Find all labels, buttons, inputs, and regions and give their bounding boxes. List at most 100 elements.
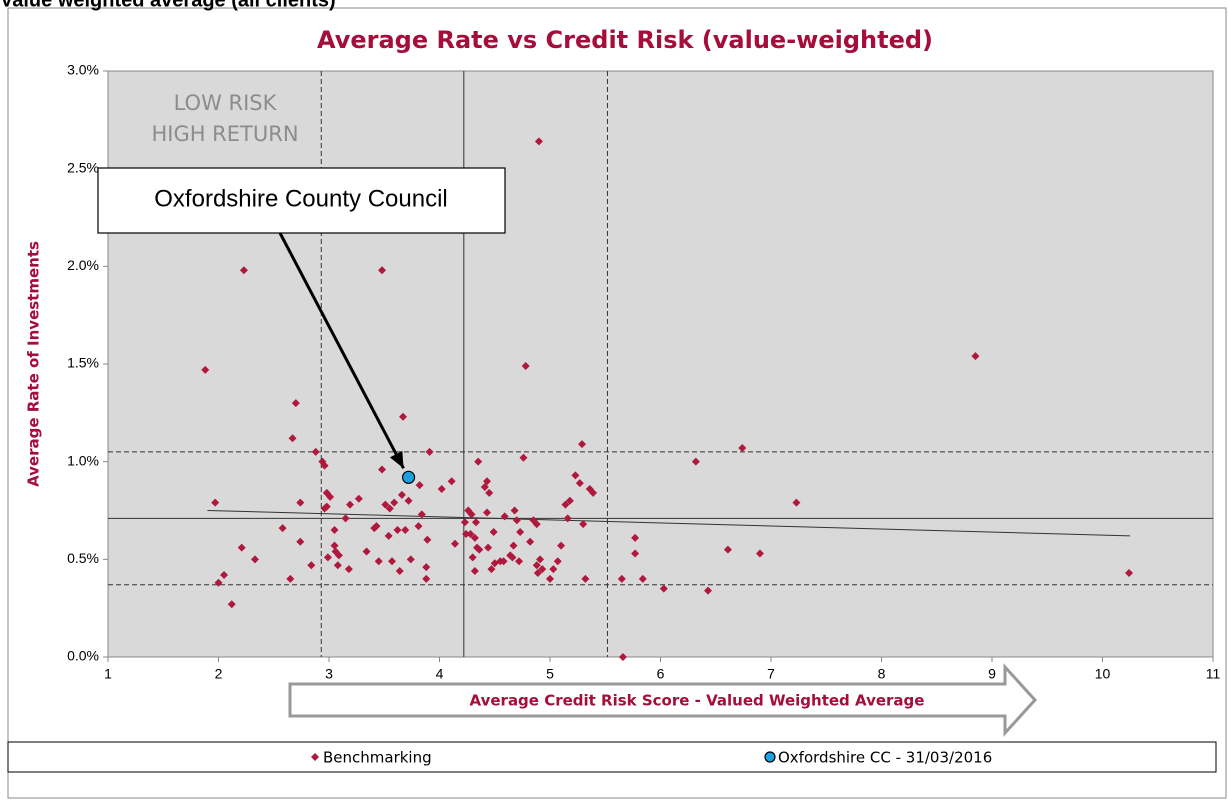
- point: [532, 561, 541, 570]
- point: [618, 653, 627, 661]
- point: [631, 533, 640, 542]
- point: [397, 490, 406, 499]
- point: [278, 524, 287, 533]
- point: [691, 457, 700, 466]
- point: [553, 557, 562, 566]
- point: [334, 551, 343, 560]
- point: [378, 465, 387, 474]
- point: [406, 555, 415, 564]
- point: [738, 443, 747, 452]
- point: [415, 481, 424, 490]
- point: [404, 496, 413, 505]
- point: [201, 365, 210, 374]
- x-tick-label: 7: [767, 666, 775, 682]
- plot-area: [107, 70, 1214, 658]
- point: [468, 553, 477, 562]
- point: [401, 526, 410, 535]
- point: [422, 574, 431, 583]
- point: [546, 574, 554, 583]
- point: [578, 440, 587, 449]
- point: [565, 496, 574, 505]
- point: [291, 399, 300, 408]
- point: [387, 557, 396, 566]
- y-tick-label: 0.5%: [67, 550, 99, 566]
- point: [214, 578, 223, 587]
- x-tick-label: 1: [104, 666, 112, 682]
- point: [286, 574, 295, 583]
- point: [508, 553, 517, 562]
- page-header: Value weighted average (all clients): [0, 0, 336, 11]
- point: [296, 498, 305, 507]
- point: [704, 586, 713, 595]
- point: [326, 492, 335, 501]
- point: [723, 545, 732, 554]
- point: [533, 569, 542, 578]
- x-tick-label: 11: [1206, 666, 1221, 682]
- legend-marker: [764, 751, 776, 763]
- callout-box: [97, 167, 506, 234]
- callout-text: Oxfordshire County Council: [154, 185, 447, 212]
- point: [227, 600, 236, 609]
- trend-line: [207, 510, 1131, 537]
- x-tick-label: 9: [988, 666, 996, 682]
- point: [755, 549, 764, 558]
- legend-marker: [311, 753, 319, 761]
- x-tick-label: 8: [878, 666, 886, 682]
- point: [521, 361, 530, 370]
- point: [485, 488, 494, 497]
- point: [323, 553, 332, 562]
- point: [1125, 569, 1134, 578]
- point: [390, 498, 399, 507]
- point: [381, 500, 390, 509]
- point: [538, 565, 547, 574]
- legend: [7, 741, 1217, 773]
- point: [395, 567, 404, 576]
- point: [617, 574, 626, 583]
- point: [239, 266, 248, 275]
- point: [489, 527, 498, 536]
- point: [475, 545, 484, 554]
- point: [422, 563, 431, 572]
- point: [250, 555, 259, 564]
- quadrant-label: LOW RISK: [174, 91, 278, 115]
- point: [638, 574, 647, 583]
- point: [487, 565, 496, 574]
- point: [470, 533, 479, 542]
- point: [483, 508, 492, 517]
- point: [401, 470, 416, 484]
- y-tick-label: 2.0%: [67, 257, 99, 273]
- point: [417, 510, 426, 519]
- point: [385, 504, 394, 513]
- point: [344, 565, 353, 574]
- point: [211, 498, 220, 507]
- point: [474, 457, 483, 466]
- point: [311, 447, 320, 456]
- point: [516, 527, 525, 536]
- x-axis-arrow: [288, 663, 1038, 737]
- point: [510, 506, 519, 515]
- y-axis-label: Average Rate of Investments: [25, 241, 43, 487]
- point: [470, 567, 479, 576]
- point: [320, 461, 329, 470]
- point: [423, 535, 432, 544]
- point: [500, 512, 509, 521]
- point: [372, 522, 381, 531]
- point: [450, 539, 459, 548]
- chart-title: Average Rate vs Credit Risk (value-weigh…: [317, 26, 933, 54]
- point: [549, 565, 558, 574]
- point: [220, 570, 229, 579]
- point: [659, 584, 668, 593]
- x-tick-label: 5: [546, 666, 554, 682]
- x-tick-label: 6: [657, 666, 665, 682]
- point: [467, 510, 476, 519]
- x-tick-label: 3: [325, 666, 333, 682]
- point: [581, 574, 590, 583]
- point: [512, 516, 521, 525]
- point: [330, 526, 339, 535]
- point: [460, 518, 469, 527]
- point: [374, 557, 383, 566]
- quadrant-label: HIGH RETURN: [151, 122, 298, 146]
- point: [499, 557, 508, 566]
- point: [393, 526, 402, 535]
